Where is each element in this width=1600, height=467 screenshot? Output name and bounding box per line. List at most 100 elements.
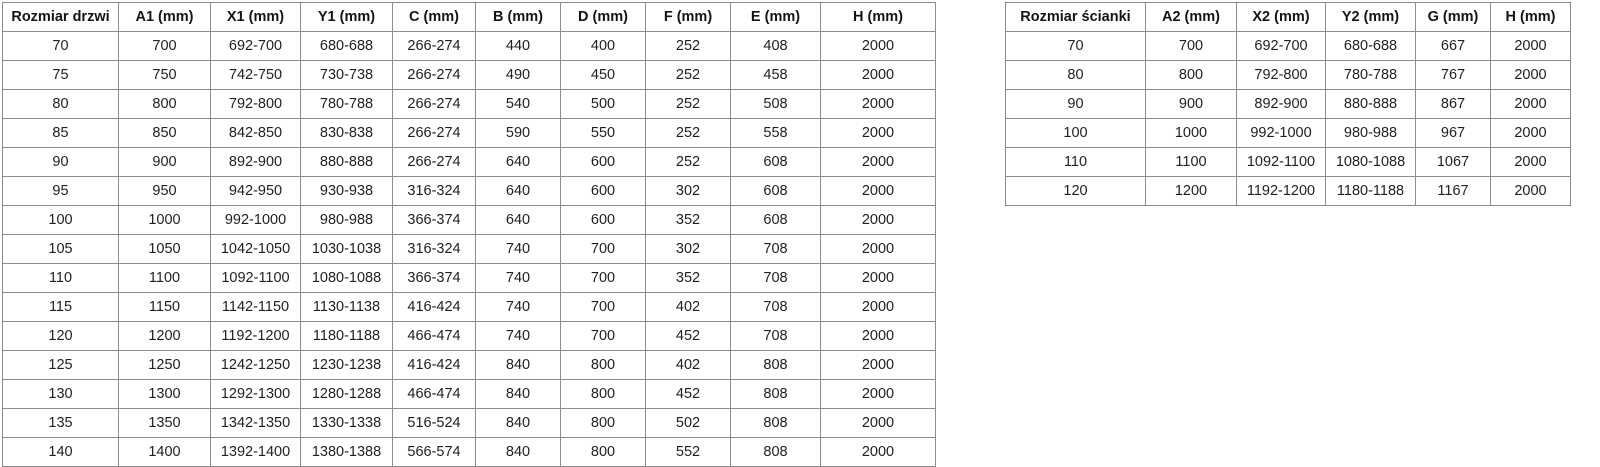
doors-cell-r4-c7: 252 xyxy=(645,147,731,177)
doors-cell-r8-c0: 110 xyxy=(2,263,119,293)
doors-cell-r3-c7: 252 xyxy=(645,118,731,148)
doors-cell-r3-c9: 2000 xyxy=(820,118,936,148)
doors-cell-r12-c3: 1280-1288 xyxy=(300,379,393,409)
doors-cell-r1-c4: 266-274 xyxy=(392,60,476,90)
doors-cell-r1-c3: 730-738 xyxy=(300,60,393,90)
walls-column-header-2: X2 (mm) xyxy=(1236,2,1326,32)
table-row: 130 1300 1292-1300 1280-1288 466-474 840 800 45… xyxy=(2,379,936,409)
doors-cell-r3-c4: 266-274 xyxy=(392,118,476,148)
doors-cell-r7-c7: 302 xyxy=(645,234,731,264)
table-row: 135 1350 1342-1350 1330-1338 516-524 840 800 50… xyxy=(2,408,936,438)
doors-cell-r9-c6: 700 xyxy=(560,292,646,322)
walls-cell-r3-c0: 100 xyxy=(1005,118,1146,148)
table-row: 95 950 942-950 930-938 316-324 640 600 302 608 20… xyxy=(2,176,936,206)
doors-cell-r2-c0: 80 xyxy=(2,89,119,119)
doors-cell-r6-c5: 640 xyxy=(475,205,561,235)
walls-cell-r0-c0: 70 xyxy=(1005,31,1146,61)
doors-cell-r0-c7: 252 xyxy=(645,31,731,61)
walls-cell-r1-c0: 80 xyxy=(1005,60,1146,90)
walls-cell-r5-c2: 1192-1200 xyxy=(1236,176,1326,206)
doors-cell-r13-c7: 502 xyxy=(645,408,731,438)
walls-cell-r3-c5: 2000 xyxy=(1490,118,1571,148)
walls-cell-r5-c4: 1167 xyxy=(1415,176,1491,206)
doors-column-header-1: A1 (mm) xyxy=(118,2,211,32)
doors-cell-r14-c8: 808 xyxy=(730,437,821,467)
doors-cell-r9-c1: 1150 xyxy=(118,292,211,322)
doors-cell-r12-c1: 1300 xyxy=(118,379,211,409)
doors-cell-r3-c6: 550 xyxy=(560,118,646,148)
doors-cell-r0-c4: 266-274 xyxy=(392,31,476,61)
table-row: 105 1050 1042-1050 1030-1038 316-324 740 700 30… xyxy=(2,234,936,264)
table-row: 100 1000 992-1000 980-988 366-374 640 600 352 60… xyxy=(2,205,936,235)
walls-cell-r4-c5: 2000 xyxy=(1490,147,1571,177)
doors-cell-r8-c2: 1092-1100 xyxy=(210,263,301,293)
doors-column-header-6: D (mm) xyxy=(560,2,646,32)
doors-cell-r4-c3: 880-888 xyxy=(300,147,393,177)
table-header-row: Rozmiar ścianki A2 (mm) X2 (mm) Y2 (mm) G (m… xyxy=(1005,2,1571,32)
doors-cell-r11-c8: 808 xyxy=(730,350,821,380)
table-row: 70 700 692-700 680-688 266-274 440 400 252 408 20… xyxy=(2,31,936,61)
walls-cell-r3-c4: 967 xyxy=(1415,118,1491,148)
doors-column-header-2: X1 (mm) xyxy=(210,2,301,32)
walls-cell-r1-c2: 792-800 xyxy=(1236,60,1326,90)
doors-cell-r12-c6: 800 xyxy=(560,379,646,409)
doors-cell-r14-c7: 552 xyxy=(645,437,731,467)
table-row: 85 850 842-850 830-838 266-274 590 550 252 558 20… xyxy=(2,118,936,148)
doors-cell-r9-c7: 402 xyxy=(645,292,731,322)
doors-cell-r5-c8: 608 xyxy=(730,176,821,206)
doors-column-header-8: E (mm) xyxy=(730,2,821,32)
walls-cell-r3-c2: 992-1000 xyxy=(1236,118,1326,148)
doors-cell-r0-c5: 440 xyxy=(475,31,561,61)
doors-cell-r3-c8: 558 xyxy=(730,118,821,148)
doors-cell-r7-c1: 1050 xyxy=(118,234,211,264)
walls-table-header: Rozmiar ścianki A2 (mm) X2 (mm) Y2 (mm) G (m… xyxy=(1005,2,1571,32)
doors-cell-r7-c6: 700 xyxy=(560,234,646,264)
doors-cell-r12-c8: 808 xyxy=(730,379,821,409)
walls-cell-r4-c2: 1092-1100 xyxy=(1236,147,1326,177)
doors-cell-r6-c1: 1000 xyxy=(118,205,211,235)
doors-cell-r10-c8: 708 xyxy=(730,321,821,351)
doors-cell-r1-c6: 450 xyxy=(560,60,646,90)
doors-cell-r0-c8: 408 xyxy=(730,31,821,61)
doors-cell-r0-c6: 400 xyxy=(560,31,646,61)
doors-cell-r8-c5: 740 xyxy=(475,263,561,293)
doors-cell-r6-c7: 352 xyxy=(645,205,731,235)
doors-cell-r5-c7: 302 xyxy=(645,176,731,206)
table-row: 115 1150 1142-1150 1130-1138 416-424 740 700 40… xyxy=(2,292,936,322)
doors-cell-r9-c9: 2000 xyxy=(820,292,936,322)
doors-cell-r14-c3: 1380-1388 xyxy=(300,437,393,467)
doors-cell-r6-c2: 992-1000 xyxy=(210,205,301,235)
doors-cell-r7-c5: 740 xyxy=(475,234,561,264)
walls-cell-r0-c4: 667 xyxy=(1415,31,1491,61)
table-row: 75 750 742-750 730-738 266-274 490 450 252 458 20… xyxy=(2,60,936,90)
doors-cell-r12-c7: 452 xyxy=(645,379,731,409)
doors-column-header-7: F (mm) xyxy=(645,2,731,32)
doors-cell-r10-c6: 700 xyxy=(560,321,646,351)
walls-column-header-1: A2 (mm) xyxy=(1145,2,1237,32)
doors-cell-r10-c0: 120 xyxy=(2,321,119,351)
doors-cell-r8-c9: 2000 xyxy=(820,263,936,293)
table-row: 120 1200 1192-1200 1180-1188 466-474 740 700 45… xyxy=(2,321,936,351)
doors-table-body: 70 700 692-700 680-688 266-274 440 400 252 408 20… xyxy=(2,31,936,467)
doors-dimensions-table: Rozmiar drzwi A1 (mm) X1 (mm) Y1 (mm) C (mm)… xyxy=(2,2,936,467)
walls-cell-r4-c4: 1067 xyxy=(1415,147,1491,177)
doors-cell-r10-c9: 2000 xyxy=(820,321,936,351)
doors-cell-r13-c5: 840 xyxy=(475,408,561,438)
doors-cell-r2-c6: 500 xyxy=(560,89,646,119)
doors-cell-r7-c3: 1030-1038 xyxy=(300,234,393,264)
walls-cell-r1-c5: 2000 xyxy=(1490,60,1571,90)
walls-cell-r0-c3: 680-688 xyxy=(1325,31,1416,61)
walls-dimensions-table: Rozmiar ścianki A2 (mm) X2 (mm) Y2 (mm) G (m… xyxy=(1005,2,1571,206)
doors-cell-r2-c2: 792-800 xyxy=(210,89,301,119)
doors-cell-r9-c3: 1130-1138 xyxy=(300,292,393,322)
walls-cell-r5-c0: 120 xyxy=(1005,176,1146,206)
doors-column-header-5: B (mm) xyxy=(475,2,561,32)
doors-cell-r4-c6: 600 xyxy=(560,147,646,177)
doors-cell-r11-c9: 2000 xyxy=(820,350,936,380)
doors-cell-r10-c7: 452 xyxy=(645,321,731,351)
doors-column-header-3: Y1 (mm) xyxy=(300,2,393,32)
walls-column-header-4: G (mm) xyxy=(1415,2,1491,32)
doors-cell-r7-c9: 2000 xyxy=(820,234,936,264)
doors-cell-r11-c0: 125 xyxy=(2,350,119,380)
doors-cell-r9-c8: 708 xyxy=(730,292,821,322)
